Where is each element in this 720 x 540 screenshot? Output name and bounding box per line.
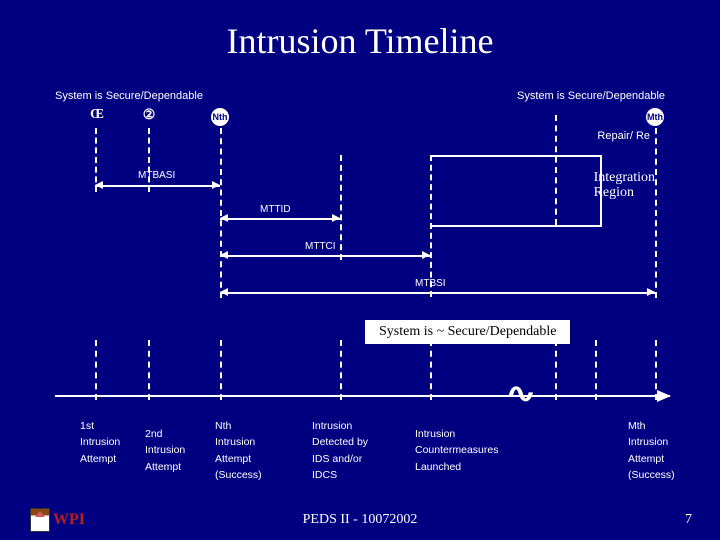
vdash-d-long xyxy=(340,340,342,400)
vdash-r1-short xyxy=(555,115,557,225)
marker-first: Œ xyxy=(88,106,106,124)
status-right: System is Secure/Dependable xyxy=(517,90,665,102)
vdash-n-short xyxy=(220,128,222,298)
vdash-2-short xyxy=(148,128,150,192)
col-4-l2: Detected by xyxy=(312,434,368,450)
mtbsi-ah-l xyxy=(220,288,228,296)
mtbsi-label: MTBSI xyxy=(415,278,446,289)
mtbsi-arrow xyxy=(220,292,655,294)
vdash-c-long xyxy=(430,340,432,400)
col-6-l1: Mth xyxy=(628,418,675,434)
vdash-d-short xyxy=(340,155,342,260)
approx-secure-box: System is ~ Secure/Dependable xyxy=(365,320,570,344)
col-6-l3: Attempt xyxy=(628,451,675,467)
vdash-m-long xyxy=(655,340,657,400)
mtbasi-label: MTBASI xyxy=(138,170,175,181)
integration-l1: Integration xyxy=(594,170,655,185)
integration-label: Integration Region xyxy=(594,170,655,201)
vdash-m-short xyxy=(655,128,657,298)
col-1-l2: Intrusion xyxy=(80,434,120,450)
col-2-l2: Intrusion xyxy=(145,442,185,458)
mttid-arrow xyxy=(220,218,340,220)
col-3: Nth Intrusion Attempt (Success) xyxy=(215,418,262,483)
col-2-l3: Attempt xyxy=(145,459,185,475)
marker-mth: Mth xyxy=(646,108,664,126)
col-5-l2: Countermeasures xyxy=(415,442,498,458)
mttid-label: MTTID xyxy=(260,204,291,215)
col-3-l3: Attempt xyxy=(215,451,262,467)
region-bottom-line xyxy=(430,225,602,227)
page-number: 7 xyxy=(685,512,692,528)
col-2: 2nd Intrusion Attempt xyxy=(145,426,185,475)
mtbasi-arrow xyxy=(95,185,220,187)
col-1-l3: Attempt xyxy=(80,451,120,467)
break-mark: ∿ xyxy=(506,378,537,409)
mttci-label: MTTCI xyxy=(305,241,336,252)
col-4-l1: Intrusion xyxy=(312,418,368,434)
mtbasi-ah-r xyxy=(212,181,220,189)
col-3-l1: Nth xyxy=(215,418,262,434)
mttci-arrow xyxy=(220,255,430,257)
col-6: Mth Intrusion Attempt (Success) xyxy=(628,418,675,483)
mtbsi-ah-r xyxy=(647,288,655,296)
vdash-2-long xyxy=(148,340,150,400)
col-1-l1: 1st xyxy=(80,418,120,434)
col-2-l1: 2nd xyxy=(145,426,185,442)
vdash-n-long xyxy=(220,340,222,400)
vdash-r1-long xyxy=(555,340,557,400)
footer-text: PEDS II - 10072002 xyxy=(0,512,720,528)
col-1: 1st Intrusion Attempt xyxy=(80,418,120,467)
repair-label: Repair/ Re xyxy=(597,130,650,142)
col-5: Intrusion Countermeasures Launched xyxy=(415,426,498,475)
page-title: Intrusion Timeline xyxy=(0,0,720,62)
marker-nth: Nth xyxy=(211,108,229,126)
col-3-l4: (Success) xyxy=(215,467,262,483)
col-4: Intrusion Detected by IDS and/or IDCS xyxy=(312,418,368,483)
region-top-line xyxy=(430,155,600,157)
mttid-ah-l xyxy=(220,214,228,222)
col-3-l2: Intrusion xyxy=(215,434,262,450)
col-5-l1: Intrusion xyxy=(415,426,498,442)
integration-l2: Region xyxy=(594,185,634,200)
col-6-l2: Intrusion xyxy=(628,434,675,450)
mtbasi-ah-l xyxy=(95,181,103,189)
mttid-ah-r xyxy=(332,214,340,222)
col-5-l3: Launched xyxy=(415,459,498,475)
mttci-ah-r xyxy=(422,251,430,259)
vdash-1-long xyxy=(95,340,97,400)
col-6-l4: (Success) xyxy=(628,467,675,483)
col-4-l4: IDCS xyxy=(312,467,368,483)
vdash-r2-long xyxy=(595,340,597,400)
marker-second: ② xyxy=(140,106,158,124)
status-left: System is Secure/Dependable xyxy=(55,90,203,102)
mttci-ah-l xyxy=(220,251,228,259)
col-4-l3: IDS and/or xyxy=(312,451,368,467)
